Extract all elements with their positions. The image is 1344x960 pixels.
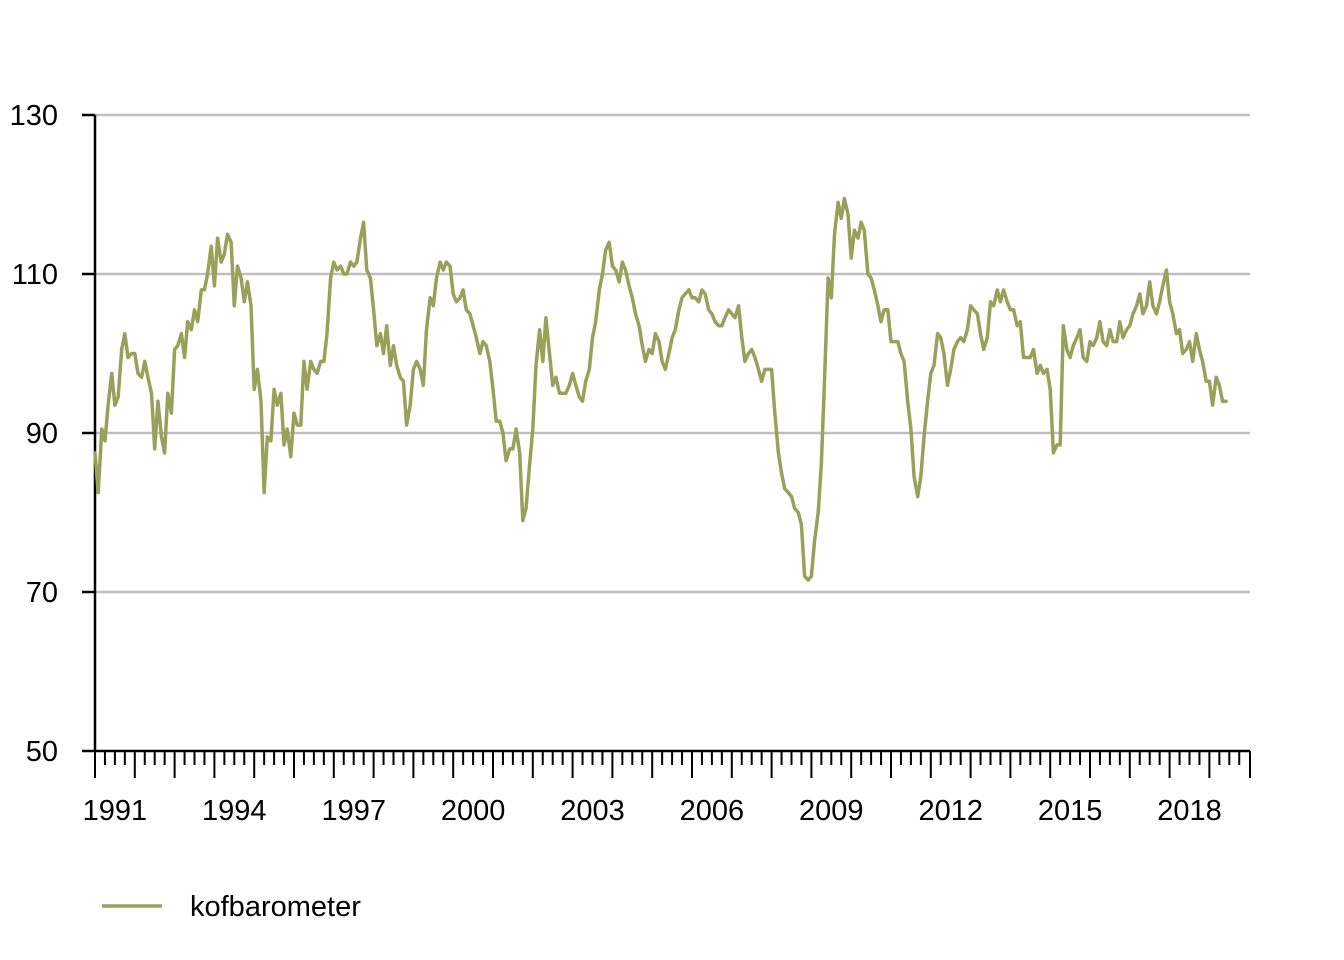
plot-area <box>93 196 1228 582</box>
x-tick-label-2006: 2006 <box>680 795 745 827</box>
y-tick-label-130: 130 <box>10 100 58 132</box>
x-tick-label-2000: 2000 <box>441 795 506 827</box>
x-tick-label-2012: 2012 <box>918 795 983 827</box>
x-tick-label-2015: 2015 <box>1038 795 1103 827</box>
x-tick-label-2009: 2009 <box>799 795 864 827</box>
series-line-kofbarometer <box>93 196 1228 582</box>
y-tick-label-50: 50 <box>26 736 58 768</box>
x-axis-ticks: 1991 1994 1997 2000 2003 2006 2009 2012 2015 2018 <box>83 751 1251 827</box>
x-tick-label-1997: 1997 <box>321 795 386 827</box>
y-axis-ticks: 50 70 90 110 130 <box>10 100 95 768</box>
legend-label-kofbarometer: kofbarometer <box>190 891 361 923</box>
y-tick-label-70: 70 <box>26 577 58 609</box>
x-tick-label-2018: 2018 <box>1157 795 1222 827</box>
grid-lines <box>95 113 1250 594</box>
legend: kofbarometer <box>102 891 361 923</box>
x-tick-label-1994: 1994 <box>202 795 267 827</box>
x-tick-label-2003: 2003 <box>560 795 625 827</box>
y-tick-label-110: 110 <box>12 259 58 291</box>
x-tick-label-1991: 1991 <box>83 795 148 827</box>
y-tick-label-90: 90 <box>26 418 58 450</box>
